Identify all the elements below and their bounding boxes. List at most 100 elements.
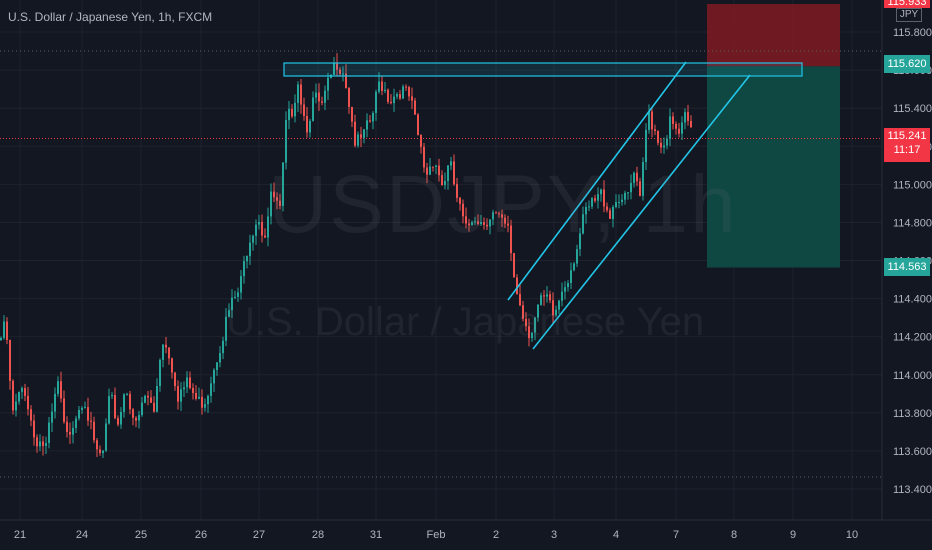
candle-body bbox=[414, 100, 416, 115]
candle-body bbox=[354, 121, 356, 146]
candle-body bbox=[222, 340, 224, 354]
x-tick-label: Feb bbox=[427, 529, 446, 541]
candle-body bbox=[177, 386, 179, 402]
candle-body bbox=[207, 395, 209, 405]
candle-body bbox=[126, 393, 128, 395]
candle-body bbox=[552, 300, 554, 316]
x-tick-label: 2 bbox=[493, 529, 499, 541]
candle-body bbox=[678, 128, 680, 134]
channel-upper-line bbox=[507, 61, 687, 301]
last-price-tag: 115.241 11:17 bbox=[884, 128, 930, 162]
candle-body bbox=[507, 223, 509, 226]
candle-body bbox=[510, 225, 512, 254]
candle-body bbox=[498, 213, 500, 215]
candle-body bbox=[546, 294, 548, 297]
candle-body bbox=[420, 134, 422, 147]
candle-body bbox=[297, 84, 299, 103]
candle-body bbox=[477, 221, 479, 225]
candle-body bbox=[390, 101, 392, 104]
candle-body bbox=[18, 391, 20, 402]
candle-body bbox=[57, 381, 59, 394]
candle-body bbox=[642, 162, 644, 196]
candle-body bbox=[486, 224, 488, 227]
candle-body bbox=[468, 223, 470, 226]
candle-body bbox=[501, 214, 503, 218]
candle-body bbox=[168, 347, 170, 359]
candle-body bbox=[579, 233, 581, 250]
candle-body bbox=[3, 321, 5, 338]
candle-body bbox=[141, 402, 143, 416]
candle-body bbox=[591, 198, 593, 207]
candle-body bbox=[357, 134, 359, 146]
candle-body bbox=[327, 77, 329, 91]
candle-body bbox=[321, 101, 323, 103]
candle-body bbox=[600, 189, 602, 195]
top-price-tag: 115.933 bbox=[884, 0, 930, 8]
currency-badge[interactable]: JPY bbox=[896, 8, 922, 22]
candle-body bbox=[105, 423, 107, 451]
candle-body bbox=[393, 96, 395, 104]
candle-body bbox=[300, 84, 302, 105]
candle-body bbox=[114, 395, 116, 419]
x-tick-label: 21 bbox=[14, 529, 26, 541]
candle-body bbox=[558, 300, 560, 310]
candle-body bbox=[12, 380, 14, 411]
candle-body bbox=[672, 116, 674, 124]
candle-body bbox=[585, 206, 587, 215]
candle-body bbox=[15, 401, 17, 411]
bar-countdown: 11:17 bbox=[893, 144, 921, 156]
candle-body bbox=[690, 120, 692, 128]
candle-body bbox=[441, 175, 443, 186]
candle-body bbox=[192, 387, 194, 393]
candle-body bbox=[375, 91, 377, 113]
candle-body bbox=[135, 417, 137, 421]
candle-body bbox=[216, 362, 218, 370]
candle-body bbox=[462, 203, 464, 217]
candle-body bbox=[480, 222, 482, 225]
x-tick-label: 10 bbox=[846, 529, 858, 541]
y-tick-label: 114.000 bbox=[893, 370, 932, 382]
candle-body bbox=[333, 62, 335, 75]
candle-body bbox=[492, 212, 494, 220]
x-tick-label: 25 bbox=[135, 529, 147, 541]
candle-body bbox=[402, 86, 404, 99]
time-axis[interactable]: 21 24 25 26 27 28 31 Feb 2 3 4 7 8 9 10 bbox=[0, 519, 932, 541]
candle-body bbox=[387, 89, 389, 102]
candle-body bbox=[651, 111, 653, 130]
y-tick-label: 114.200 bbox=[893, 332, 932, 344]
candle-body bbox=[132, 409, 134, 418]
candle-body bbox=[60, 381, 62, 399]
candle-body bbox=[531, 332, 533, 339]
position-zones bbox=[707, 4, 840, 268]
chart-title: U.S. Dollar / Japanese Yen, 1h, FXCM bbox=[8, 10, 213, 24]
candle-body bbox=[240, 276, 242, 293]
candle-body bbox=[144, 395, 146, 403]
x-tick-label: 9 bbox=[790, 529, 796, 541]
candle-body bbox=[675, 123, 677, 129]
candle-body bbox=[309, 120, 311, 133]
candle-body bbox=[102, 450, 104, 454]
candle-body bbox=[453, 161, 455, 185]
candle-body bbox=[483, 222, 485, 225]
candle-body bbox=[459, 197, 461, 204]
candle-body bbox=[246, 256, 248, 262]
candle-body bbox=[276, 197, 278, 201]
candle-body bbox=[84, 407, 86, 409]
candle-body bbox=[66, 421, 68, 433]
candle-body bbox=[210, 383, 212, 396]
candle-body bbox=[450, 161, 452, 166]
candle-body bbox=[408, 87, 410, 97]
candle-body bbox=[417, 114, 419, 135]
candle-body bbox=[432, 166, 434, 168]
candle-body bbox=[195, 392, 197, 399]
candle-body bbox=[363, 129, 365, 138]
candle-body bbox=[519, 293, 521, 306]
candle-body bbox=[174, 372, 176, 387]
candle-body bbox=[573, 263, 575, 271]
candle-body bbox=[381, 81, 383, 91]
target-price-tag: 114.563 bbox=[884, 258, 930, 276]
drawings[interactable] bbox=[283, 61, 803, 350]
candle-body bbox=[234, 296, 236, 298]
candle-body bbox=[411, 96, 413, 101]
